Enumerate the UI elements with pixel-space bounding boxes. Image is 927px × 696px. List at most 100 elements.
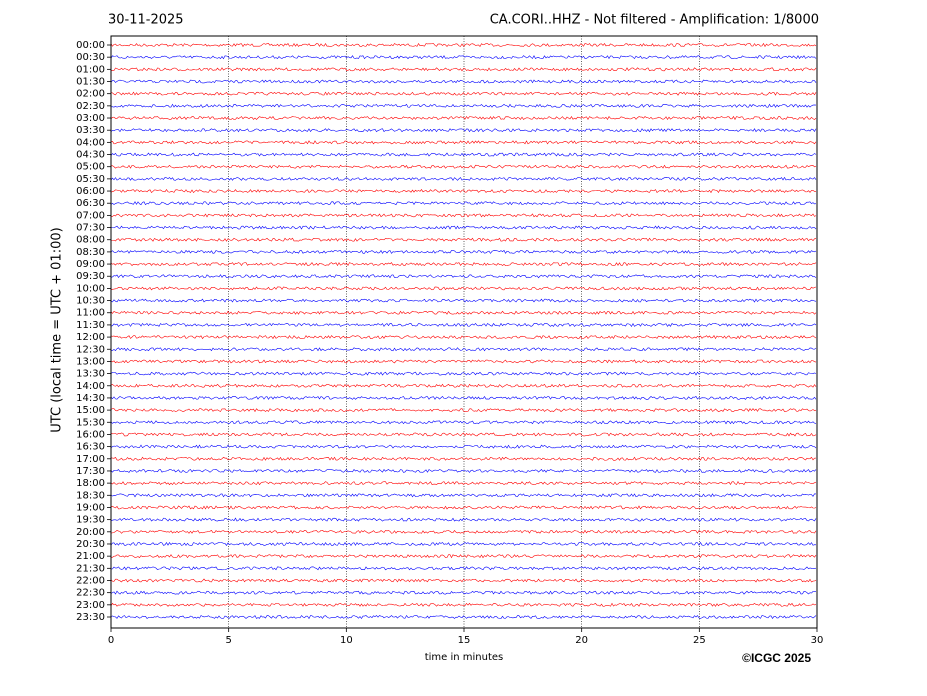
- trace: [110, 79, 817, 84]
- trace: [110, 237, 817, 242]
- y-tick-label: 17:00: [76, 454, 105, 465]
- y-tick-label: 23:30: [76, 612, 105, 623]
- trace: [110, 554, 817, 559]
- y-tick-label: 07:00: [76, 210, 105, 221]
- plot-frame: [110, 35, 818, 629]
- y-tick-label: 19:00: [76, 502, 105, 513]
- copyright: ©ICGC 2025: [742, 651, 811, 665]
- x-tick-label: 25: [693, 635, 706, 646]
- trace: [110, 408, 817, 413]
- y-tick-label: 04:00: [76, 137, 105, 148]
- trace: [110, 396, 817, 400]
- trace: [110, 420, 817, 425]
- trace: [110, 614, 817, 620]
- trace: [110, 383, 817, 388]
- y-tick-label: 06:30: [76, 198, 105, 209]
- y-tick-label: 12:00: [76, 332, 105, 343]
- x-tick-label: 20: [575, 635, 588, 646]
- x-tick-label: 10: [340, 635, 353, 646]
- y-tick-label: 15:30: [76, 417, 105, 428]
- y-tick-label: 16:00: [76, 429, 105, 440]
- y-tick-label: 02:00: [76, 89, 105, 100]
- y-tick-label: 03:00: [76, 113, 105, 124]
- y-tick-label: 21:30: [76, 563, 105, 574]
- trace: [110, 213, 817, 218]
- y-tick-label: 02:30: [76, 101, 105, 112]
- trace: [110, 201, 817, 206]
- y-tick-label: 10:30: [76, 296, 105, 307]
- trace: [110, 67, 817, 72]
- trace: [110, 152, 817, 157]
- y-tick-label: 11:30: [76, 320, 105, 331]
- y-tick-label: 01:00: [76, 64, 105, 75]
- trace: [110, 286, 817, 291]
- y-tick-label: 11:00: [76, 308, 105, 319]
- y-tick-label: 13:30: [76, 369, 105, 380]
- trace: [110, 91, 817, 96]
- trace: [110, 566, 817, 571]
- trace: [110, 262, 817, 267]
- trace: [110, 274, 817, 279]
- trace: [110, 55, 817, 60]
- y-tick-label: 20:00: [76, 527, 105, 538]
- trace: [110, 249, 817, 254]
- trace: [110, 481, 817, 486]
- x-tick-label: 30: [811, 635, 824, 646]
- trace: [110, 310, 817, 315]
- x-tick-label: 5: [225, 635, 231, 646]
- y-tick-label: 21:00: [76, 551, 105, 562]
- y-tick-label: 18:30: [76, 490, 105, 501]
- trace: [110, 189, 817, 194]
- x-tick-label: 0: [108, 635, 114, 646]
- trace: [110, 590, 817, 595]
- y-tick-label: 06:00: [76, 186, 105, 197]
- trace: [110, 529, 817, 534]
- trace: [110, 359, 817, 364]
- y-tick-label: 13:00: [76, 356, 105, 367]
- trace: [110, 505, 817, 510]
- y-tick-label: 00:30: [76, 52, 105, 63]
- trace: [110, 456, 817, 461]
- y-tick-label: 08:00: [76, 235, 105, 246]
- y-tick-label: 09:30: [76, 271, 105, 282]
- y-tick-label: 04:30: [76, 150, 105, 161]
- trace: [110, 432, 817, 437]
- trace: [110, 444, 817, 449]
- chart-date: 30-11-2025: [108, 13, 184, 28]
- trace: [110, 541, 817, 547]
- y-tick-label: 19:30: [76, 515, 105, 526]
- y-tick-label: 17:30: [76, 466, 105, 477]
- trace: [110, 42, 817, 48]
- y-tick-label: 22:00: [76, 575, 105, 586]
- y-tick-label: 14:30: [76, 393, 105, 404]
- chart-title: CA.CORI..HHZ - Not filtered - Amplificat…: [490, 13, 819, 28]
- trace: [110, 335, 817, 340]
- trace: [110, 493, 817, 498]
- y-tick-label: 09:00: [76, 259, 105, 270]
- y-tick-label: 08:30: [76, 247, 105, 258]
- y-tick-label: 07:30: [76, 223, 105, 234]
- trace: [110, 140, 817, 145]
- y-tick-label: 10:00: [76, 283, 105, 294]
- trace: [110, 517, 817, 522]
- y-tick-label: 20:30: [76, 539, 105, 550]
- trace: [110, 115, 817, 121]
- trace: [110, 225, 817, 230]
- trace: [110, 322, 817, 327]
- y-tick-label: 22:30: [76, 588, 105, 599]
- y-tick-label: 15:00: [76, 405, 105, 416]
- trace: [110, 103, 817, 108]
- trace: [110, 128, 817, 133]
- y-tick-label: 05:30: [76, 174, 105, 185]
- y-tick-label: 00:00: [76, 40, 105, 51]
- trace: [110, 468, 817, 473]
- x-axis-label: time in minutes: [425, 652, 504, 663]
- x-tick-label: 15: [458, 635, 471, 646]
- y-tick-label: 14:00: [76, 381, 105, 392]
- trace: [110, 371, 817, 376]
- y-axis-label: UTC (local time = UTC + 01:00): [50, 227, 65, 432]
- y-tick-label: 18:00: [76, 478, 105, 489]
- y-tick-label: 03:30: [76, 125, 105, 136]
